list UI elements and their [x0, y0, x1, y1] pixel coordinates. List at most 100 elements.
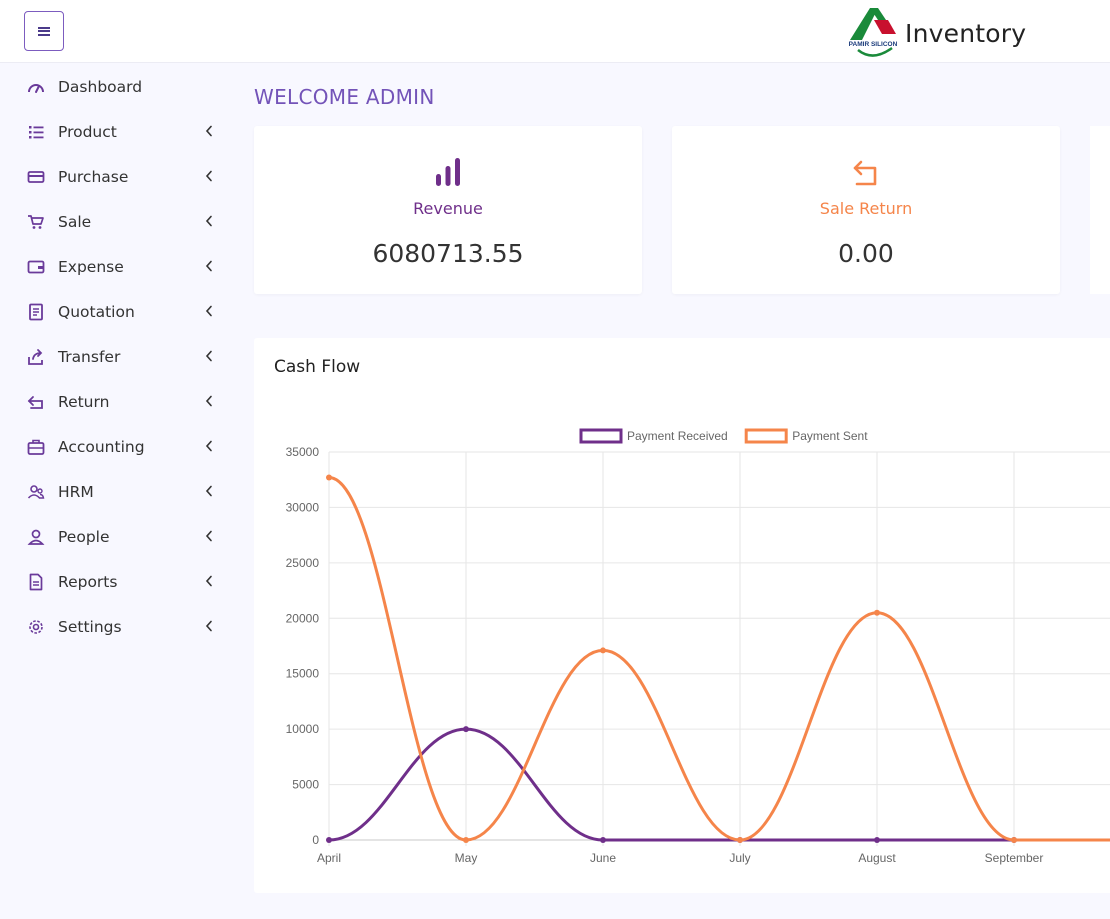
- sidebar-item-reports[interactable]: Reports: [0, 559, 230, 604]
- menu-toggle-button[interactable]: [24, 11, 64, 51]
- x-tick-label: August: [858, 851, 896, 865]
- chevron-left-icon: [203, 350, 215, 362]
- data-point: [600, 647, 606, 654]
- sidebar-item-quotation[interactable]: Quotation: [0, 289, 230, 334]
- sidebar-item-label: Reports: [58, 572, 118, 591]
- y-tick-label: 35000: [286, 445, 320, 459]
- return-icon: [27, 393, 45, 411]
- bar-chart-icon: [254, 156, 642, 190]
- cash-flow-chart: 0 5000 10000 15000 20000 25000 30000 35000 April…: [286, 428, 1110, 865]
- sidebar-item-people[interactable]: People: [0, 514, 230, 559]
- sidebar-item-label: Product: [58, 122, 117, 141]
- file-icon: [27, 573, 45, 591]
- chevron-left-icon: [203, 125, 215, 137]
- data-point: [737, 837, 743, 843]
- sidebar-item-label: Expense: [58, 257, 124, 276]
- chevron-left-icon: [203, 170, 215, 182]
- data-point: [463, 837, 469, 843]
- cart-icon: [27, 213, 45, 231]
- y-tick-label: 5000: [292, 778, 319, 792]
- sidebar-item-transfer[interactable]: Transfer: [0, 334, 230, 379]
- y-tick-label: 20000: [286, 611, 320, 625]
- series-line-payment-sent: [328, 475, 1110, 842]
- sidebar-item-product[interactable]: Product: [0, 109, 230, 154]
- users-icon: [27, 483, 45, 501]
- legend-label: Payment Received: [627, 429, 728, 443]
- sidebar-item-label: HRM: [58, 482, 94, 501]
- chevron-left-icon: [203, 530, 215, 542]
- x-tick-label: June: [590, 851, 616, 865]
- chevron-left-icon: [203, 215, 215, 227]
- sidebar-item-label: Transfer: [58, 347, 121, 366]
- chevron-left-icon: [203, 485, 215, 497]
- sidebar-item-label: Purchase: [58, 167, 129, 186]
- chevron-left-icon: [203, 575, 215, 587]
- revenue-card[interactable]: Revenue 6080713.55: [254, 126, 642, 294]
- sidebar-item-label: Return: [58, 392, 110, 411]
- sidebar-item-hrm[interactable]: HRM: [0, 469, 230, 514]
- sidebar-item-purchase[interactable]: Purchase: [0, 154, 230, 199]
- wallet-icon: [27, 258, 45, 276]
- sidebar-item-label: People: [58, 527, 110, 546]
- data-point: [326, 474, 332, 481]
- y-tick-label: 30000: [286, 500, 320, 514]
- app-name: Inventory: [905, 18, 1027, 48]
- document-icon: [27, 303, 45, 321]
- sidebar-item-label: Sale: [58, 212, 92, 231]
- sidebar-item-label: Settings: [58, 617, 122, 636]
- gear-icon: [27, 618, 45, 636]
- data-point: [463, 726, 469, 733]
- chevron-left-icon: [203, 395, 215, 407]
- x-tick-label: July: [729, 851, 750, 865]
- data-point: [1011, 837, 1017, 843]
- data-point: [874, 837, 880, 843]
- top-bar: PAMIR SILICON Inventory: [0, 0, 1110, 63]
- y-tick-label: 10000: [286, 722, 320, 736]
- list-icon: [27, 123, 45, 141]
- sidebar-item-dashboard[interactable]: Dashboard: [0, 64, 230, 109]
- chevron-left-icon: [203, 440, 215, 452]
- company-logo: PAMIR SILICON: [848, 6, 898, 60]
- sidebar-item-settings[interactable]: Settings: [0, 604, 230, 649]
- sale-return-title: Sale Return: [819, 199, 913, 218]
- sidebar-item-label: Accounting: [58, 437, 145, 456]
- revenue-title: Revenue: [413, 199, 483, 218]
- brand[interactable]: PAMIR SILICON Inventory: [848, 6, 1026, 60]
- chevron-left-icon: [203, 305, 215, 317]
- share-icon: [27, 348, 45, 366]
- sidebar-item-sale[interactable]: Sale: [0, 199, 230, 244]
- chevron-left-icon: [203, 620, 215, 632]
- sidebar-item-label: Quotation: [58, 302, 135, 321]
- cash-flow-panel: Cash Flow 0 5000 10000 15000 20000 25000 30000…: [254, 338, 1110, 893]
- data-point: [874, 609, 880, 616]
- legend-swatch: [579, 428, 623, 444]
- x-tick-label: May: [455, 851, 478, 865]
- chevron-left-icon: [203, 260, 215, 272]
- briefcase-icon: [27, 438, 45, 456]
- x-tick-label: September: [985, 851, 1044, 865]
- user-icon: [27, 528, 45, 546]
- sidebar-item-accounting[interactable]: Accounting: [0, 424, 230, 469]
- credit-card-icon: [27, 168, 45, 186]
- sidebar-item-label: Dashboard: [58, 77, 143, 96]
- sidebar: Dashboard Product Purchase Sale Expense Quota…: [0, 64, 230, 649]
- logo-text: PAMIR SILICON: [849, 41, 898, 48]
- y-tick-label: 25000: [286, 556, 320, 570]
- partial-card[interactable]: [1090, 126, 1110, 294]
- legend-swatch: [744, 428, 788, 444]
- legend-label: Payment Sent: [792, 429, 868, 443]
- gauge-icon: [27, 78, 45, 96]
- welcome-heading: WELCOME ADMIN: [254, 85, 435, 109]
- revenue-value: 6080713.55: [372, 239, 524, 268]
- y-tick-label: 0: [312, 833, 319, 847]
- x-tick-label: April: [317, 851, 341, 865]
- sidebar-item-expense[interactable]: Expense: [0, 244, 230, 289]
- cash-flow-title: Cash Flow: [274, 357, 361, 377]
- data-point: [600, 837, 606, 843]
- sidebar-item-return[interactable]: Return: [0, 379, 230, 424]
- sale-return-value: 0.00: [838, 239, 894, 268]
- y-tick-label: 15000: [286, 667, 320, 681]
- series-line-payment-received: [328, 727, 1110, 842]
- data-point: [326, 837, 332, 843]
- sale-return-card[interactable]: Sale Return 0.00: [672, 126, 1060, 294]
